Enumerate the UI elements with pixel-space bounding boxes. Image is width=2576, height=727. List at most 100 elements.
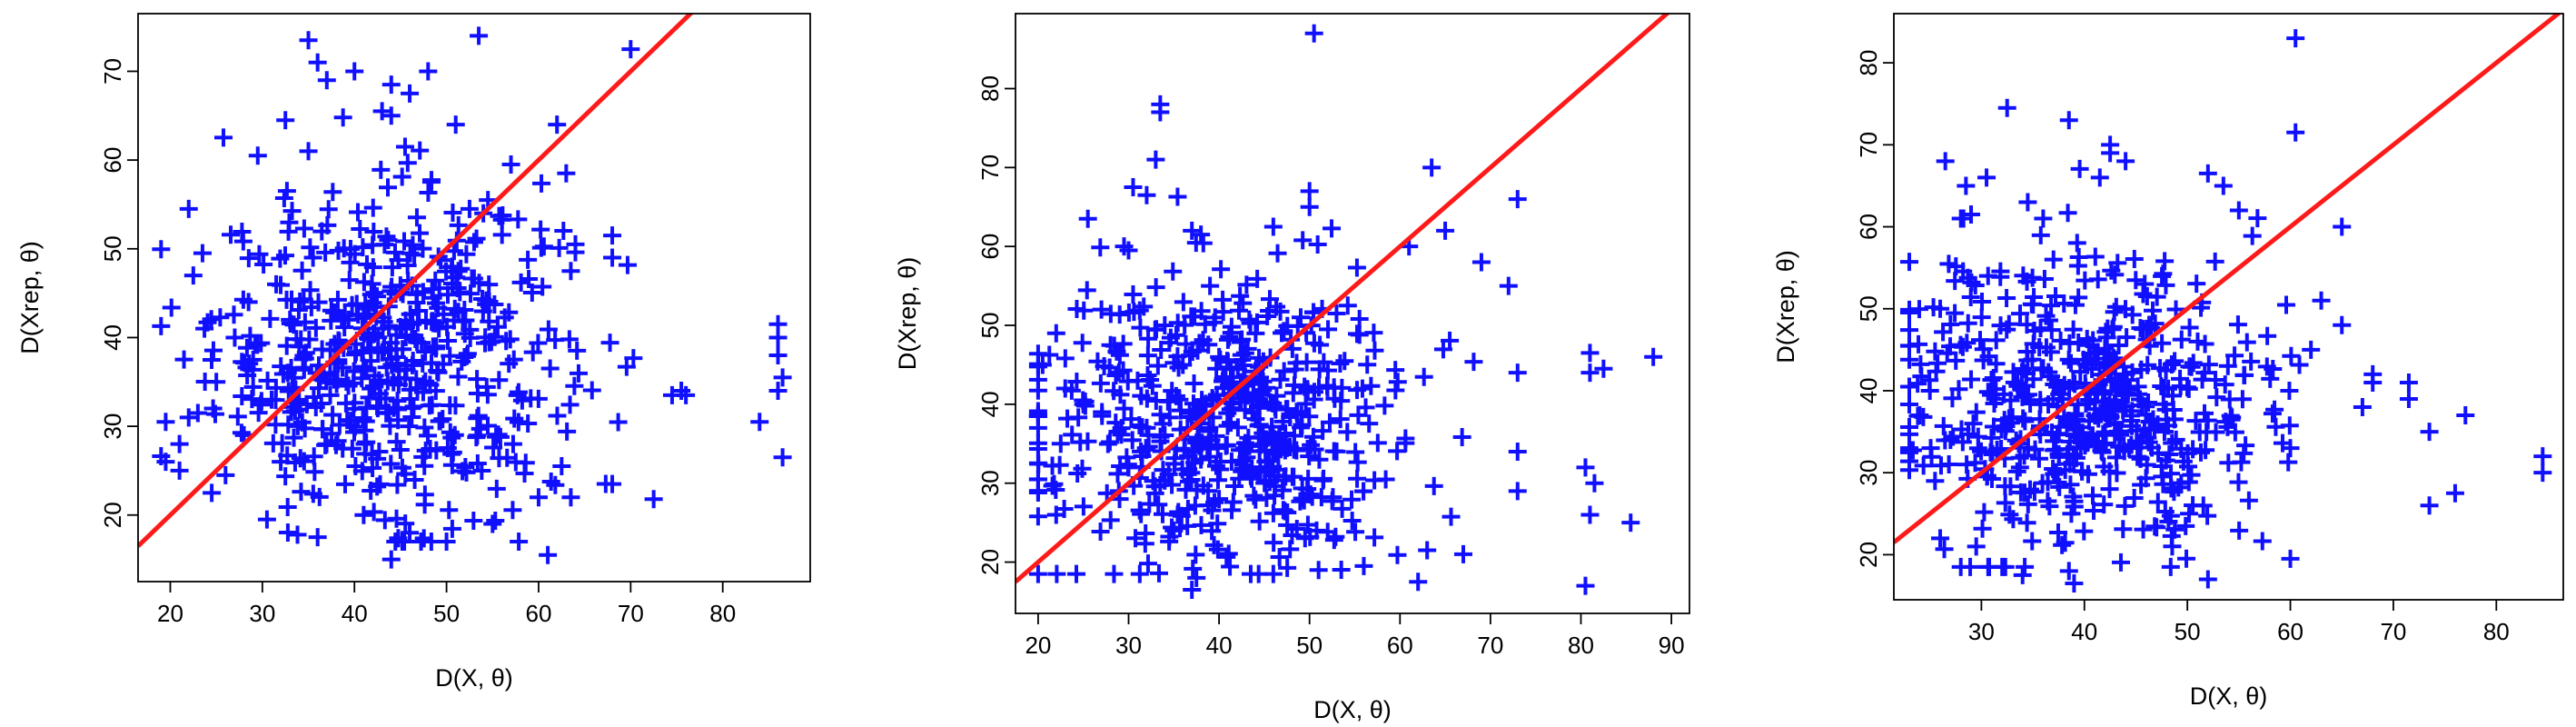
data-point	[2036, 306, 2056, 325]
data-point	[248, 335, 267, 354]
data-point	[1119, 241, 1138, 260]
data-point	[773, 448, 792, 467]
data-point	[1028, 564, 1047, 583]
data-point	[1028, 453, 1047, 473]
data-point	[1093, 406, 1112, 425]
data-point	[1110, 345, 1129, 364]
y-tick-label: 70	[99, 58, 126, 85]
data-point	[1194, 476, 1213, 495]
data-point	[1073, 334, 1092, 353]
data-point	[1143, 376, 1162, 395]
data-point	[2206, 423, 2225, 442]
data-point	[1235, 344, 1254, 363]
data-point	[233, 387, 252, 406]
data-point	[333, 358, 352, 377]
data-point	[1982, 428, 2001, 447]
data-point	[1220, 327, 1239, 346]
data-point	[1978, 266, 1997, 285]
data-point	[2090, 168, 2109, 187]
data-point	[1193, 391, 1212, 410]
data-point	[1311, 335, 1330, 354]
data-point	[444, 242, 463, 261]
data-point	[2233, 390, 2252, 409]
data-point	[1028, 482, 1047, 501]
data-point	[1117, 448, 1136, 467]
data-point	[1909, 300, 1928, 319]
y-tick-label: 80	[976, 75, 1004, 102]
data-point	[1961, 557, 1980, 576]
data-point	[1332, 560, 1351, 579]
y-tick-label: 40	[976, 391, 1004, 417]
data-point	[1936, 152, 1955, 171]
data-point	[1281, 540, 1300, 559]
data-point	[170, 461, 189, 480]
data-point	[323, 405, 342, 424]
data-point	[420, 396, 439, 415]
data-point	[402, 314, 421, 334]
data-point	[1388, 442, 1407, 461]
data-point	[2095, 495, 2114, 514]
data-point	[2076, 271, 2095, 290]
data-point	[2229, 201, 2248, 220]
data-point	[1300, 407, 1319, 426]
data-point	[2171, 376, 2190, 395]
data-point	[1160, 408, 1179, 427]
data-point	[464, 233, 483, 252]
data-point	[1168, 347, 1187, 366]
data-point	[1983, 444, 2002, 463]
data-point	[356, 296, 375, 315]
data-point	[2253, 532, 2272, 551]
x-tick-label: 30	[1968, 618, 1995, 645]
x-tick-label: 60	[525, 600, 551, 627]
data-point	[519, 250, 538, 269]
data-point	[2046, 286, 2066, 305]
data-point	[1900, 350, 1919, 369]
data-point	[1250, 512, 1269, 531]
data-point	[1375, 396, 1394, 415]
data-point	[1314, 469, 1333, 488]
data-point	[2162, 464, 2181, 483]
data-point	[321, 385, 340, 404]
data-point	[2153, 467, 2172, 486]
scatter-panel-1: 20 30 40 50 60 70 80 20 30 40 50 60 70 D(X, θ) D(Xrep,…	[16, 13, 811, 692]
data-point	[346, 457, 365, 476]
data-point	[392, 533, 411, 552]
data-point	[462, 269, 481, 288]
data-point	[2007, 462, 2026, 481]
data-point	[2086, 247, 2105, 266]
data-point	[162, 298, 181, 317]
data-point	[1067, 564, 1085, 583]
data-point	[560, 395, 580, 414]
plot-frame	[1893, 13, 2564, 601]
x-tick-label: 50	[433, 600, 460, 627]
data-point	[1298, 515, 1317, 534]
data-point	[2048, 523, 2067, 542]
data-point	[2016, 412, 2035, 431]
data-point	[1971, 331, 1989, 350]
data-point	[254, 254, 273, 274]
data-point	[521, 389, 540, 408]
data-point	[1203, 501, 1222, 520]
data-point	[280, 213, 299, 232]
y-tick-label: 60	[99, 147, 126, 174]
data-point	[344, 399, 363, 418]
data-point	[2163, 537, 2182, 556]
data-point	[1230, 441, 1249, 460]
data-point	[306, 318, 325, 337]
data-point	[257, 510, 276, 529]
data-point	[1310, 360, 1329, 379]
data-point	[2058, 204, 2077, 223]
data-point	[422, 171, 441, 190]
data-point	[441, 346, 460, 365]
data-point	[505, 409, 524, 428]
data-point	[2148, 493, 2167, 512]
data-point	[481, 333, 500, 352]
data-point	[1967, 537, 1986, 556]
data-point	[2071, 363, 2090, 382]
data-point	[1186, 545, 1205, 564]
data-point	[490, 371, 509, 390]
x-tick-label: 40	[2071, 618, 2097, 645]
data-point	[1058, 409, 1077, 428]
data-point	[1146, 150, 1165, 169]
data-point	[363, 258, 382, 277]
